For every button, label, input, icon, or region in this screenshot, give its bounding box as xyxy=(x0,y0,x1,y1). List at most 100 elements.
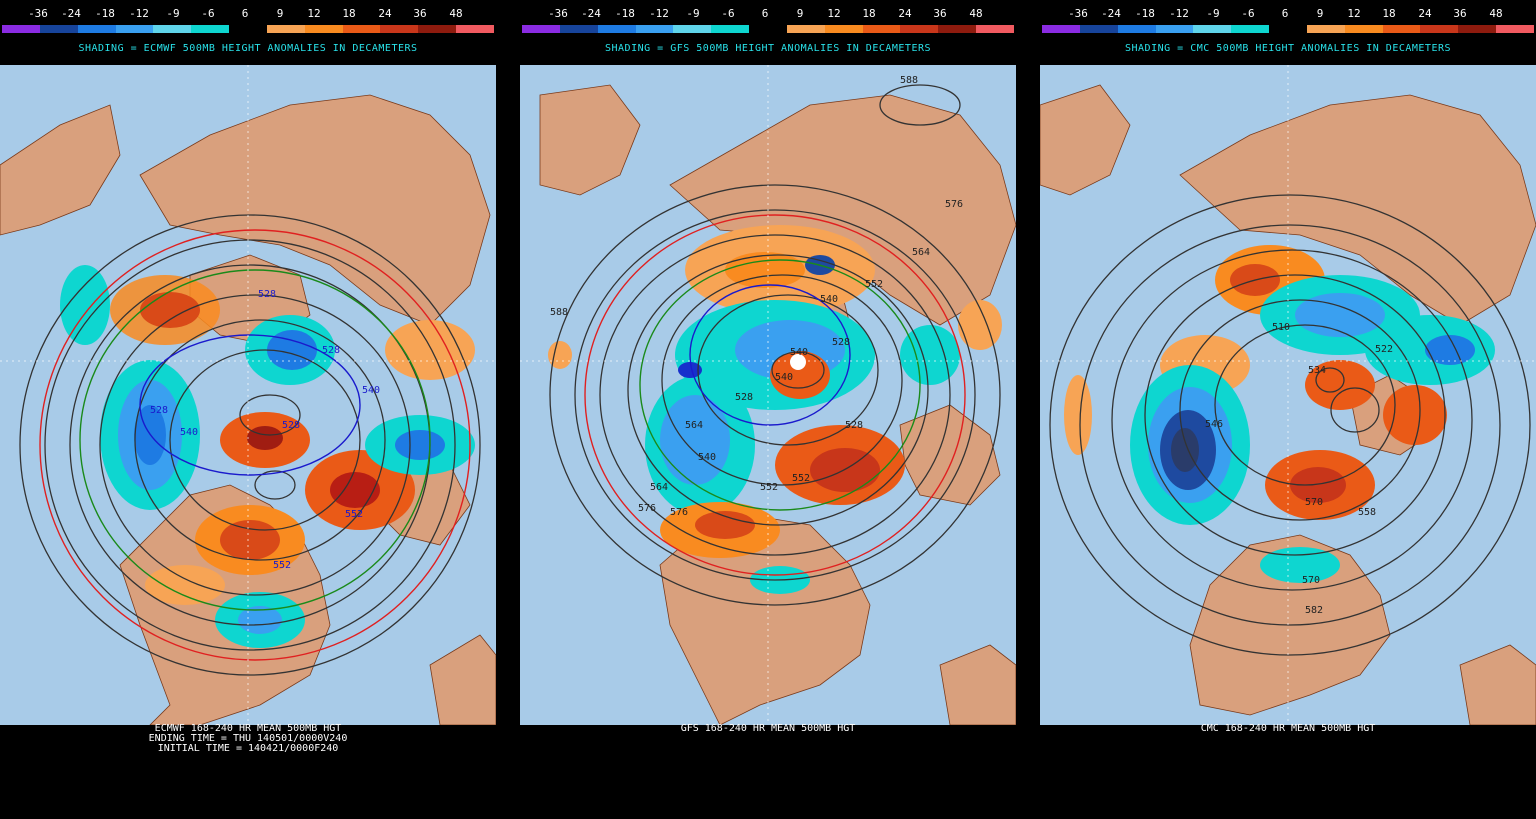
scale-swatch xyxy=(266,25,305,33)
scale-swatch xyxy=(749,25,787,33)
gfs-map: 588 576 564 552 540 528 528 540 528 540 … xyxy=(520,65,1016,725)
scale-label: 36 xyxy=(413,7,427,20)
gfs-panel: -36 -24 -18 -12 -9 -6 6 9 12 18 24 36 48… xyxy=(520,0,1016,819)
scale-swatch xyxy=(1042,25,1080,33)
scale-swatch xyxy=(786,25,825,33)
scale-label: -9 xyxy=(166,7,180,20)
scale-label: -18 xyxy=(615,7,635,20)
contour-label: 570 xyxy=(1305,497,1323,508)
contour-label: 522 xyxy=(1375,344,1393,355)
contour-label: 576 xyxy=(670,507,688,518)
scale-swatch xyxy=(597,25,636,33)
contour-label: 540 xyxy=(820,294,838,305)
scale-label: 9 xyxy=(276,7,284,20)
scale-swatch xyxy=(191,25,230,33)
contour-label: 510 xyxy=(1272,322,1290,333)
scale-label: -36 xyxy=(1068,7,1088,20)
scale-swatch xyxy=(938,25,977,33)
scale-swatch xyxy=(1269,25,1307,33)
footer-line: ENDING TIME = THU 140501/0000V240 xyxy=(148,733,348,744)
scale-label: 36 xyxy=(1453,7,1467,20)
contour-label: 528 xyxy=(282,420,300,431)
contour-label: 540 xyxy=(180,427,198,438)
scale-label: 48 xyxy=(449,7,463,20)
contour-label: 546 xyxy=(1205,419,1223,430)
footer-line: ECMWF 168-240 HR MEAN 500MB HGT xyxy=(154,723,342,734)
scale-label: 6 xyxy=(761,7,769,20)
panel-footer: CMC 168-240 HR MEAN 500MB HGT xyxy=(1040,724,1536,734)
scale-swatch xyxy=(862,25,901,33)
color-scale-bar xyxy=(2,25,494,33)
contour-label: 540 xyxy=(790,347,808,358)
scale-label: -12 xyxy=(129,7,149,20)
contour-label: 564 xyxy=(650,482,668,493)
scale-swatch xyxy=(673,25,712,33)
shading-title: SHADING = CMC 500MB HEIGHT ANOMALIES IN … xyxy=(1124,43,1452,54)
contour-label: 552 xyxy=(792,473,810,484)
scale-label: -6 xyxy=(721,7,735,20)
footer-line: CMC 168-240 HR MEAN 500MB HGT xyxy=(1200,723,1376,734)
contour-label: 552 xyxy=(865,279,883,290)
scale-swatch xyxy=(1079,25,1118,33)
scale-swatch xyxy=(635,25,674,33)
scale-swatch xyxy=(1420,25,1459,33)
scale-swatch xyxy=(380,25,419,33)
scale-label: 36 xyxy=(933,7,947,20)
scale-swatch xyxy=(711,25,750,33)
scale-swatch xyxy=(900,25,939,33)
scale-label: 24 xyxy=(378,7,392,20)
scale-swatch xyxy=(77,25,116,33)
contour-label: 552 xyxy=(760,482,778,493)
scale-swatch xyxy=(522,25,560,33)
contour-label: 588 xyxy=(550,307,568,318)
shading-title: SHADING = ECMWF 500MB HEIGHT ANOMALIES I… xyxy=(78,43,418,54)
ecmwf-map: 528 528 528 540 540 552 552 528 xyxy=(0,65,496,725)
scale-label: 18 xyxy=(1382,7,1396,20)
contour-label: 528 xyxy=(832,337,850,348)
contour-label: 582 xyxy=(1305,605,1323,616)
scale-swatch xyxy=(976,25,1014,33)
scale-swatch xyxy=(229,25,267,33)
scale-swatch xyxy=(39,25,78,33)
contour-label: 558 xyxy=(1358,507,1376,518)
scale-label: -12 xyxy=(649,7,669,20)
scale-swatch xyxy=(559,25,598,33)
contour-label: 540 xyxy=(362,385,380,396)
contour-label: 528 xyxy=(845,420,863,431)
scale-label: 9 xyxy=(796,7,804,20)
contour-label: 588 xyxy=(900,75,918,86)
scale-label: -24 xyxy=(581,7,601,20)
contour-label: 576 xyxy=(638,503,656,514)
contour-label: 552 xyxy=(345,509,363,520)
contour-label: 528 xyxy=(322,345,340,356)
scale-swatch xyxy=(1496,25,1534,33)
scale-swatch xyxy=(153,25,192,33)
scale-label: -9 xyxy=(1206,7,1220,20)
scale-label: 48 xyxy=(1489,7,1503,20)
scale-label: 24 xyxy=(898,7,912,20)
scale-label: -6 xyxy=(1241,7,1255,20)
scale-label: -36 xyxy=(548,7,568,20)
cmc-map: 510 522 534 546 570 558 570 582 xyxy=(1040,65,1536,725)
scale-swatch xyxy=(1155,25,1194,33)
scale-swatch xyxy=(304,25,343,33)
scale-label: 6 xyxy=(241,7,249,20)
scale-labels: -36 -24 -18 -12 -9 -6 6 9 12 18 24 36 48 xyxy=(1040,8,1536,20)
footer-line: INITIAL TIME = 140421/0000F240 xyxy=(157,743,339,754)
contour-label: 564 xyxy=(685,420,703,431)
contour-label: 528 xyxy=(150,405,168,416)
scale-label: 48 xyxy=(969,7,983,20)
contour-label: 576 xyxy=(945,199,963,210)
scale-label: -6 xyxy=(201,7,215,20)
panel-footer: GFS 168-240 HR MEAN 500MB HGT xyxy=(520,724,1016,734)
contour-label: 540 xyxy=(775,372,793,383)
scale-label: -24 xyxy=(61,7,81,20)
contour-label: 564 xyxy=(912,247,930,258)
scale-swatch xyxy=(1117,25,1156,33)
scale-swatch xyxy=(1193,25,1232,33)
contour-label: 552 xyxy=(273,560,291,571)
contour-label: 528 xyxy=(258,289,276,300)
scale-swatch xyxy=(1458,25,1497,33)
contour-label: 570 xyxy=(1302,575,1320,586)
scale-label: 12 xyxy=(307,7,321,20)
